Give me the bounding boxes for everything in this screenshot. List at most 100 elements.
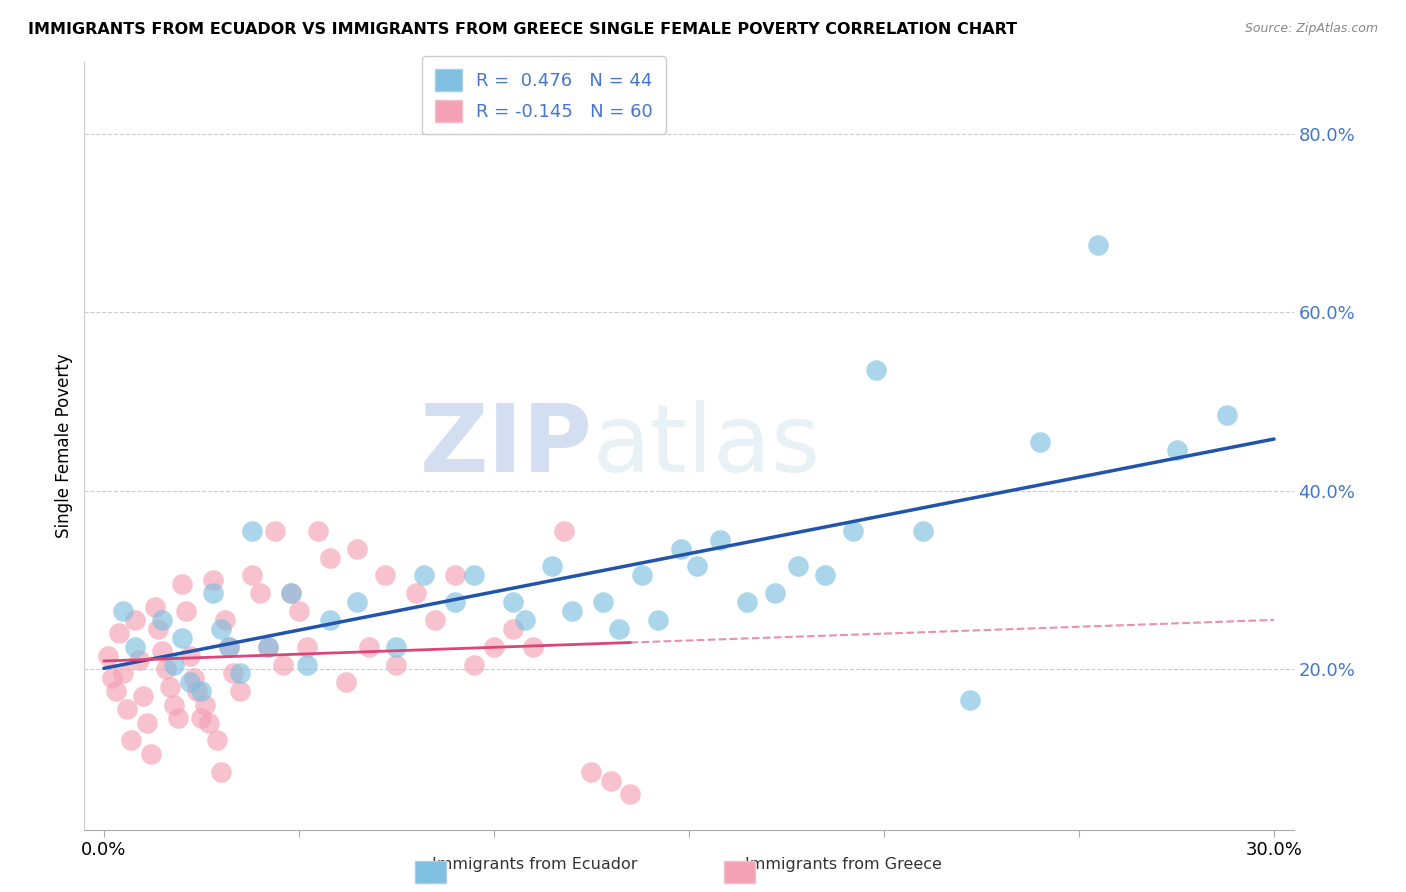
Point: [163, 657, 186, 672]
Point: [295, 657, 318, 672]
Point: [170, 631, 193, 645]
Point: [100, 671, 122, 685]
Point: [112, 666, 135, 681]
Point: [143, 599, 166, 614]
Point: [194, 698, 217, 712]
Point: [190, 711, 212, 725]
Point: [1087, 238, 1109, 252]
Point: [202, 573, 225, 587]
Point: [295, 640, 318, 654]
Point: [186, 684, 208, 698]
Point: [959, 693, 981, 707]
Text: IMMIGRANTS FROM ECUADOR VS IMMIGRANTS FROM GREECE SINGLE FEMALE POVERTY CORRELAT: IMMIGRANTS FROM ECUADOR VS IMMIGRANTS FR…: [28, 22, 1018, 37]
Point: [214, 613, 236, 627]
Point: [787, 559, 810, 574]
Point: [1216, 408, 1239, 422]
Point: [425, 613, 447, 627]
Point: [814, 568, 837, 582]
Point: [132, 689, 155, 703]
Point: [561, 604, 583, 618]
Point: [669, 541, 692, 556]
Point: [607, 622, 630, 636]
Point: [709, 533, 731, 547]
Point: [240, 568, 263, 582]
Point: [600, 773, 623, 788]
Point: [135, 715, 157, 730]
Point: [374, 568, 396, 582]
Point: [865, 363, 887, 377]
Point: [218, 640, 240, 654]
Point: [205, 733, 228, 747]
Point: [346, 541, 368, 556]
Point: [463, 657, 485, 672]
Text: Immigrants from Greece: Immigrants from Greece: [745, 857, 942, 872]
Text: Source: ZipAtlas.com: Source: ZipAtlas.com: [1244, 22, 1378, 36]
Point: [513, 613, 536, 627]
Point: [307, 524, 329, 538]
Point: [167, 711, 190, 725]
Point: [163, 698, 186, 712]
Point: [1166, 443, 1188, 458]
Point: [179, 648, 201, 663]
Point: [335, 675, 357, 690]
Point: [280, 586, 302, 600]
Point: [541, 559, 564, 574]
Point: [482, 640, 505, 654]
Point: [112, 604, 135, 618]
Point: [202, 586, 225, 600]
Point: [229, 684, 252, 698]
Point: [444, 595, 467, 609]
Point: [647, 613, 669, 627]
Point: [385, 657, 408, 672]
Point: [124, 640, 146, 654]
Point: [359, 640, 381, 654]
Point: [463, 568, 485, 582]
Point: [190, 684, 212, 698]
Legend: R =  0.476   N = 44, R = -0.145   N = 60: R = 0.476 N = 44, R = -0.145 N = 60: [422, 56, 665, 135]
Point: [280, 586, 302, 600]
Point: [256, 640, 278, 654]
Point: [174, 604, 197, 618]
Point: [346, 595, 368, 609]
Point: [229, 666, 252, 681]
Point: [444, 568, 467, 582]
Point: [108, 626, 131, 640]
Point: [737, 595, 759, 609]
Point: [209, 764, 232, 779]
Point: [139, 747, 162, 761]
Y-axis label: Single Female Poverty: Single Female Poverty: [55, 354, 73, 538]
Point: [209, 622, 232, 636]
Point: [553, 524, 575, 538]
Point: [120, 733, 142, 747]
Point: [288, 604, 311, 618]
Point: [763, 586, 786, 600]
Point: [686, 559, 709, 574]
Point: [179, 675, 201, 690]
Point: [249, 586, 271, 600]
Point: [159, 680, 181, 694]
Point: [104, 684, 127, 698]
Point: [170, 577, 193, 591]
Point: [842, 524, 865, 538]
Text: atlas: atlas: [592, 400, 821, 492]
Point: [385, 640, 408, 654]
Point: [198, 715, 221, 730]
Point: [117, 702, 139, 716]
Point: [150, 613, 173, 627]
Point: [581, 764, 603, 779]
Point: [271, 657, 294, 672]
Point: [150, 644, 173, 658]
Point: [631, 568, 654, 582]
Point: [405, 586, 427, 600]
Text: ZIP: ZIP: [419, 400, 592, 492]
Point: [911, 524, 934, 538]
Point: [619, 787, 641, 801]
Point: [124, 613, 146, 627]
Point: [1029, 434, 1052, 449]
Point: [412, 568, 434, 582]
Point: [128, 653, 150, 667]
Point: [97, 648, 120, 663]
Point: [319, 550, 342, 565]
Point: [148, 622, 170, 636]
Point: [256, 640, 278, 654]
